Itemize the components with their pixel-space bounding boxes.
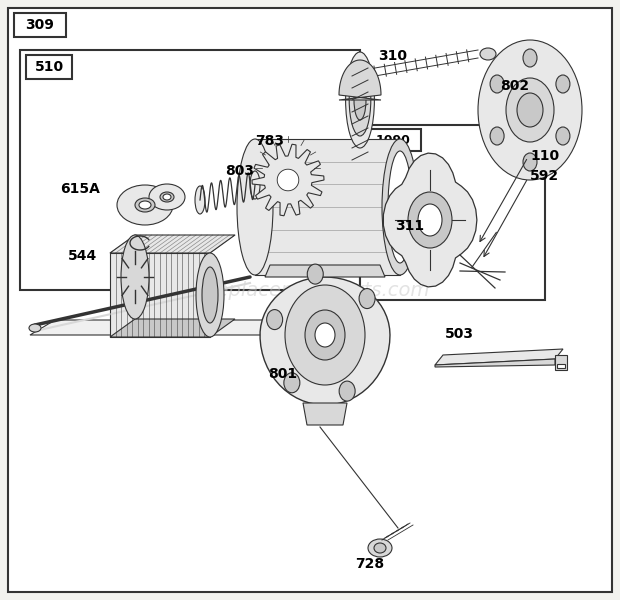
- Polygon shape: [383, 153, 477, 287]
- Ellipse shape: [117, 185, 173, 225]
- Polygon shape: [110, 253, 210, 337]
- Ellipse shape: [480, 48, 496, 60]
- Text: 544: 544: [68, 249, 97, 263]
- Ellipse shape: [418, 204, 442, 236]
- Text: 803: 803: [225, 164, 254, 178]
- Ellipse shape: [29, 324, 41, 332]
- Ellipse shape: [523, 153, 537, 171]
- FancyBboxPatch shape: [366, 129, 421, 151]
- Polygon shape: [260, 277, 390, 405]
- Ellipse shape: [478, 40, 582, 180]
- Polygon shape: [30, 320, 295, 335]
- Ellipse shape: [267, 310, 283, 329]
- Text: 801: 801: [268, 367, 297, 381]
- Text: 728: 728: [355, 557, 384, 571]
- Polygon shape: [339, 60, 381, 100]
- Ellipse shape: [556, 127, 570, 145]
- Text: 592: 592: [530, 169, 559, 183]
- Ellipse shape: [135, 198, 155, 212]
- Ellipse shape: [388, 151, 412, 263]
- Text: 310: 310: [378, 49, 407, 63]
- Polygon shape: [435, 359, 555, 367]
- Ellipse shape: [506, 78, 554, 142]
- Ellipse shape: [556, 75, 570, 93]
- Ellipse shape: [202, 267, 218, 323]
- Text: 510: 510: [35, 60, 64, 74]
- Polygon shape: [110, 319, 235, 337]
- Text: 783: 783: [255, 134, 284, 148]
- Ellipse shape: [368, 539, 392, 557]
- Ellipse shape: [149, 184, 185, 210]
- Text: 1090: 1090: [376, 133, 410, 146]
- Ellipse shape: [315, 323, 335, 347]
- Ellipse shape: [490, 127, 504, 145]
- Ellipse shape: [196, 253, 224, 337]
- Ellipse shape: [237, 139, 273, 275]
- Ellipse shape: [374, 543, 386, 553]
- Polygon shape: [557, 364, 565, 368]
- Ellipse shape: [523, 49, 537, 67]
- Ellipse shape: [382, 139, 418, 275]
- FancyBboxPatch shape: [14, 13, 66, 37]
- Polygon shape: [265, 265, 385, 277]
- FancyBboxPatch shape: [26, 55, 72, 79]
- Ellipse shape: [250, 171, 260, 199]
- Polygon shape: [110, 235, 235, 253]
- Text: 503: 503: [445, 327, 474, 341]
- Ellipse shape: [408, 192, 452, 248]
- Text: 309: 309: [25, 18, 55, 32]
- Text: 802: 802: [500, 79, 529, 93]
- Ellipse shape: [308, 264, 323, 284]
- FancyBboxPatch shape: [360, 125, 545, 300]
- Polygon shape: [555, 355, 567, 370]
- Ellipse shape: [339, 381, 355, 401]
- Ellipse shape: [163, 194, 171, 200]
- Text: 110: 110: [530, 149, 559, 163]
- Ellipse shape: [195, 186, 205, 214]
- Ellipse shape: [354, 80, 366, 120]
- Polygon shape: [252, 144, 324, 216]
- Ellipse shape: [305, 310, 345, 360]
- Polygon shape: [277, 169, 299, 191]
- FancyBboxPatch shape: [20, 50, 360, 290]
- Ellipse shape: [359, 289, 375, 308]
- Ellipse shape: [121, 235, 149, 319]
- Ellipse shape: [160, 192, 174, 202]
- Text: 615A: 615A: [60, 182, 100, 196]
- Ellipse shape: [284, 373, 300, 393]
- Polygon shape: [435, 349, 563, 365]
- Polygon shape: [303, 403, 347, 425]
- Text: eReplacementParts.com: eReplacementParts.com: [191, 280, 429, 299]
- Ellipse shape: [345, 52, 374, 148]
- Ellipse shape: [490, 75, 504, 93]
- Ellipse shape: [349, 64, 371, 136]
- Polygon shape: [255, 139, 400, 275]
- Ellipse shape: [517, 93, 543, 127]
- Ellipse shape: [139, 201, 151, 209]
- Text: 311: 311: [395, 219, 424, 233]
- FancyBboxPatch shape: [8, 8, 612, 592]
- Ellipse shape: [285, 285, 365, 385]
